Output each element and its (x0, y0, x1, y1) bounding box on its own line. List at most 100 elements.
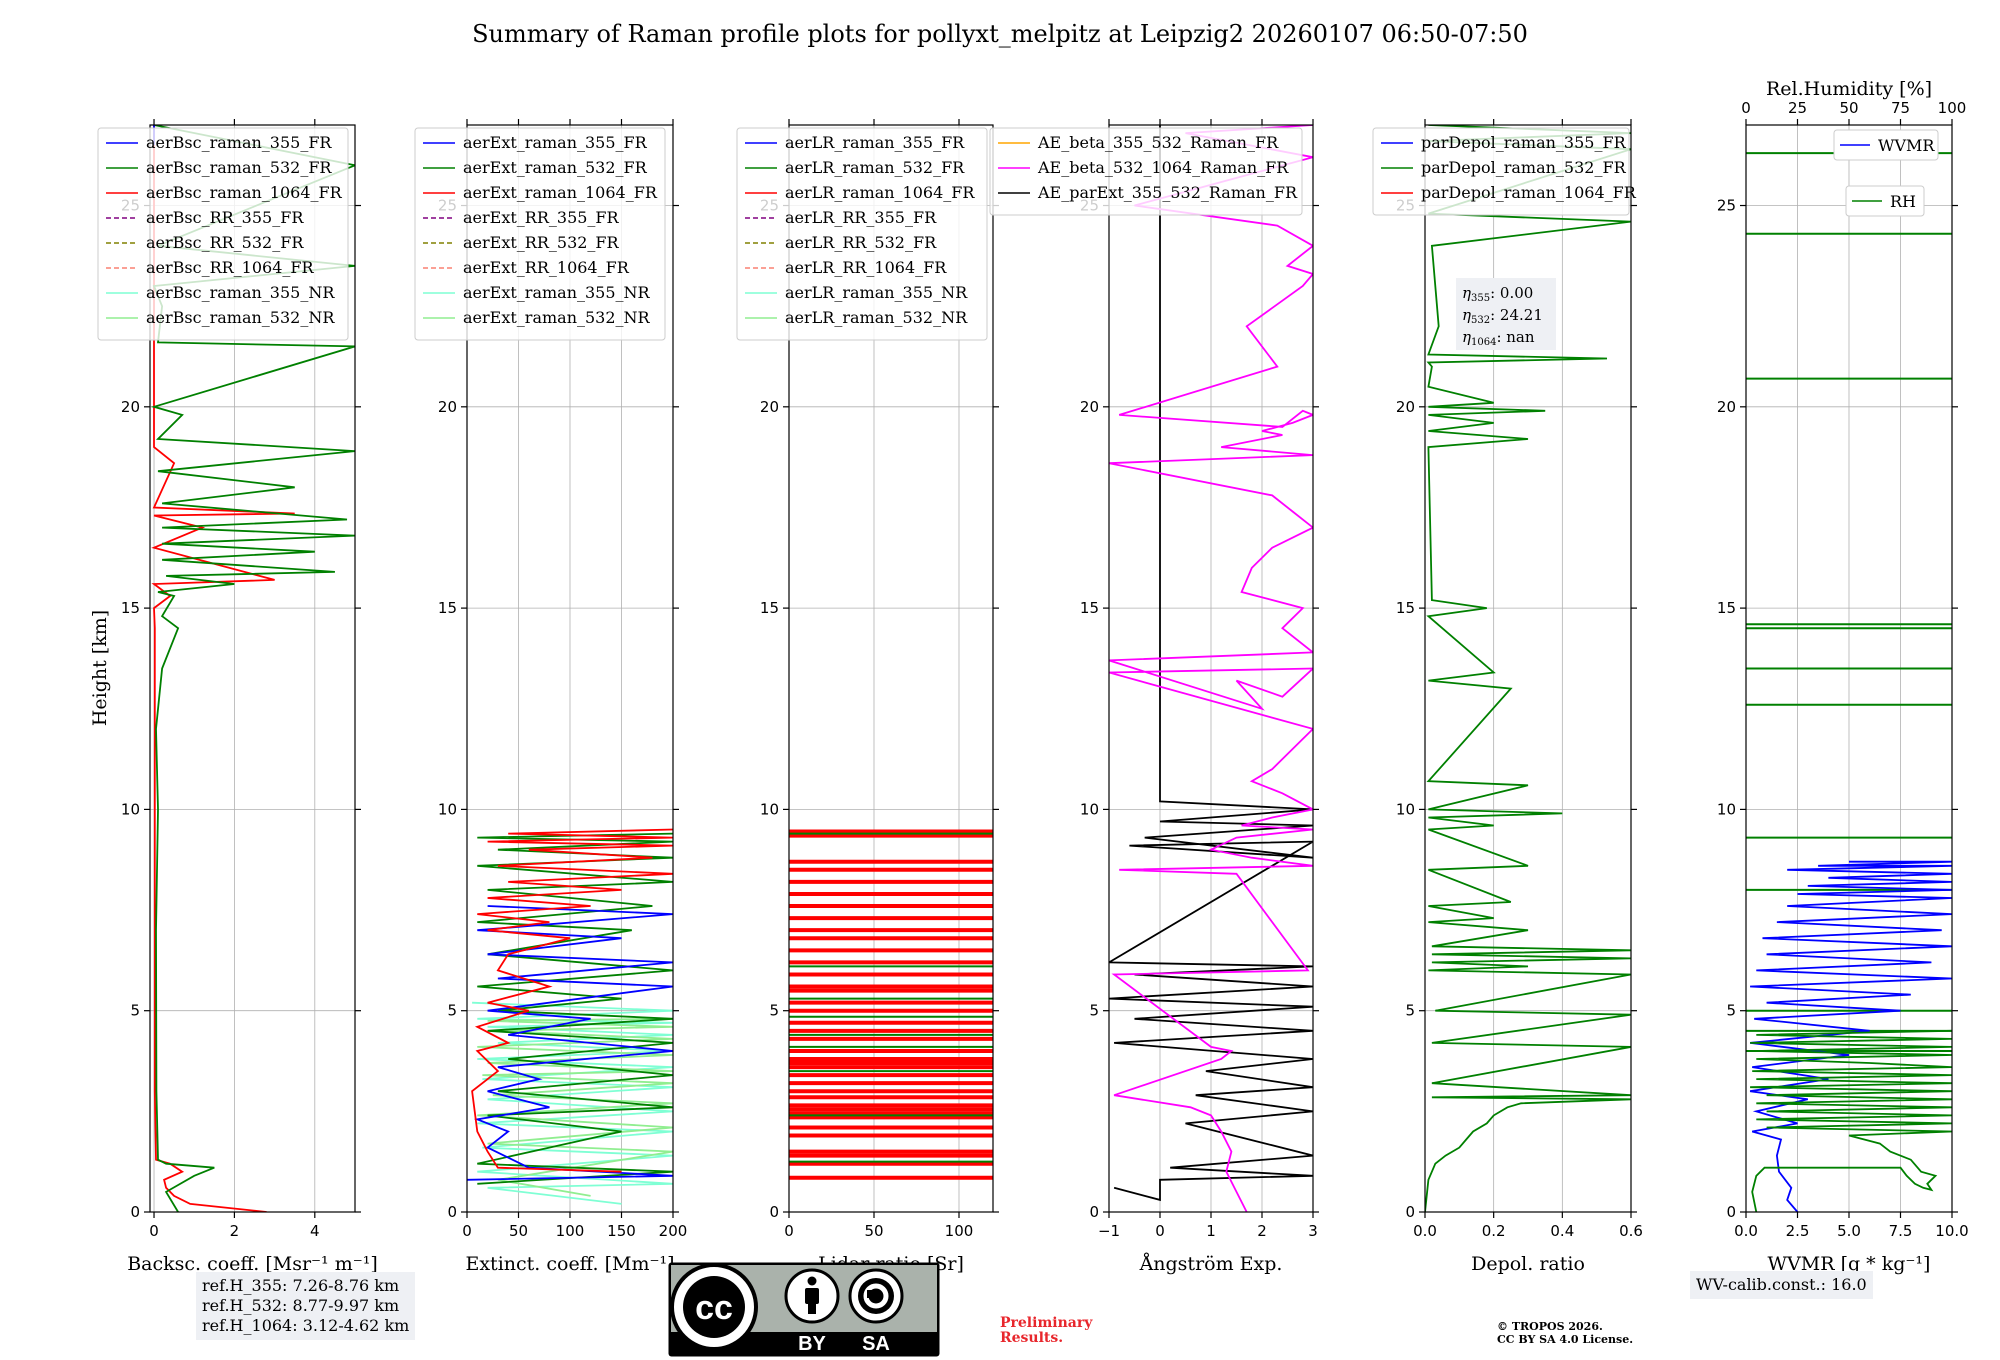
legend-label: aerBsc_RR_355_FR (146, 208, 304, 227)
series-AE_parExt_355_532_Raman_FR (1109, 125, 1313, 1202)
panel-ae: −101230510152025Ångström Exp.AE_beta_355… (989, 119, 1319, 1275)
y-tick-label: 15 (121, 599, 140, 617)
axes-frame (149, 124, 356, 1213)
y-tick-label: 15 (760, 599, 779, 617)
x-axis-label: Ångström Exp. (1139, 1253, 1283, 1275)
sa-icon-gap (867, 1290, 876, 1298)
y-tick-label: 20 (1080, 398, 1099, 416)
legend-label: parDepol_raman_1064_FR (1421, 183, 1637, 202)
x-tick-label: 2 (1257, 1222, 1267, 1240)
data-layer (1109, 125, 1313, 1212)
legend-rh-label: RH (1890, 192, 1916, 211)
series-parDepol_raman_532_FR (1425, 125, 1631, 1212)
x-tick-label: 0 (784, 1222, 794, 1240)
sa-label: SA (862, 1333, 890, 1355)
x-tick-label: 0 (149, 1222, 159, 1240)
legend-label: AE_parExt_355_532_Raman_FR (1037, 183, 1298, 202)
top-tick-label: 25 (1788, 99, 1807, 117)
x-tick-label: 0.4 (1550, 1222, 1574, 1240)
series-WVMR (1749, 860, 1952, 1212)
y-tick-label: 15 (438, 599, 457, 617)
preliminary-line-2: Results. (1000, 1330, 1064, 1346)
panel-bsc: 0240510152025Backsc. coeff. [Msr⁻¹ m⁻¹]a… (97, 119, 378, 1275)
y-axis-label: Height [km] (89, 610, 111, 726)
series-aerExt_raman_355_FR (467, 905, 673, 1181)
legend-label: aerExt_RR_1064_FR (463, 258, 630, 277)
x-axis-label: Backsc. coeff. [Msr⁻¹ m⁻¹] (127, 1253, 378, 1275)
y-tick-label: 10 (438, 800, 457, 818)
legend-label: AE_beta_355_532_Raman_FR (1037, 133, 1279, 152)
y-tick-label: 10 (121, 800, 140, 818)
x-tick-label: 50 (509, 1222, 528, 1240)
copyright-line-1: © TROPOS 2026. (1497, 1320, 1603, 1333)
y-tick-label: 5 (447, 1002, 457, 1020)
data-layer (1425, 125, 1631, 1212)
by-icon-head (807, 1276, 817, 1286)
top-tick-label: 100 (1938, 99, 1967, 117)
legend-label: aerLR_raman_355_FR (785, 133, 965, 152)
legend-label: aerLR_raman_1064_FR (785, 183, 975, 202)
top-tick-label: 50 (1839, 99, 1858, 117)
x-tick-label: 100 (945, 1222, 974, 1240)
x-tick-label: 0 (462, 1222, 472, 1240)
cc-by-sa-badge: cc BY SA (668, 1262, 940, 1357)
legend-label: parDepol_raman_355_FR (1421, 133, 1627, 152)
x-tick-label: 5.0 (1837, 1222, 1861, 1240)
y-tick-label: 20 (121, 398, 140, 416)
top-tick-label: 75 (1891, 99, 1910, 117)
cc-icon-inner (683, 1276, 745, 1338)
y-tick-label: 10 (1396, 800, 1415, 818)
ref-height-1064: ref.H_1064: 3.12-4.62 km (202, 1316, 410, 1335)
eta-annotation: η355: 0.00 (1462, 284, 1533, 304)
ref-height-532: ref.H_532: 8.77-9.97 km (202, 1296, 400, 1315)
x-tick-label: 10.0 (1935, 1222, 1968, 1240)
data-layer (789, 829, 993, 1180)
y-tick-label: 5 (130, 1002, 140, 1020)
legend-wvmr-box (1833, 129, 1939, 161)
series-aerBsc_raman_532_FR (150, 125, 355, 1212)
legend-label: parDepol_raman_532_FR (1421, 158, 1627, 177)
y-tick-label: 0 (130, 1203, 140, 1221)
legend-ext-box (414, 127, 666, 341)
legend-label: aerExt_raman_532_FR (463, 158, 648, 177)
y-tick-label: 20 (760, 398, 779, 416)
legend-depol-box (1372, 127, 1630, 216)
ref-heights-box: ref.H_355: 7.26-8.76 km ref.H_532: 8.77-… (196, 1272, 416, 1340)
y-tick-label: 0 (1405, 1203, 1415, 1221)
legend-label: aerExt_RR_355_FR (463, 208, 620, 227)
legend-label: aerLR_raman_532_FR (785, 158, 965, 177)
x-tick-label: −1 (1098, 1222, 1120, 1240)
y-tick-label: 0 (769, 1203, 779, 1221)
by-label: BY (798, 1333, 826, 1355)
y-tick-label: 25 (1717, 197, 1736, 215)
legend-bsc-box (97, 127, 349, 341)
legend-label: aerLR_RR_532_FR (785, 233, 937, 252)
x-tick-label: 0.0 (1413, 1222, 1437, 1240)
legend-label: aerExt_RR_532_FR (463, 233, 620, 252)
x-tick-label: 50 (864, 1222, 883, 1240)
panel-lr: 0501000510152025Lidar ratio [Sr]aerLR_ra… (736, 119, 999, 1275)
y-tick-label: 15 (1717, 599, 1736, 617)
x-tick-label: 100 (556, 1222, 585, 1240)
y-tick-label: 5 (1726, 1002, 1736, 1020)
top-axis-label: Rel.Humidity [%] (1766, 78, 1932, 100)
eta-annotation: η1064: nan (1462, 328, 1535, 348)
ref-height-355: ref.H_355: 7.26-8.76 km (202, 1276, 400, 1295)
axes-frame (1424, 124, 1632, 1213)
x-tick-label: 2.5 (1786, 1222, 1810, 1240)
y-tick-label: 0 (447, 1203, 457, 1221)
top-tick-label: 0 (1741, 99, 1751, 117)
legend-ae-box (989, 127, 1303, 216)
legend-lr-box (736, 127, 988, 341)
by-icon-legs (808, 1302, 816, 1314)
x-tick-label: 0.2 (1482, 1222, 1506, 1240)
legend-label: aerExt_raman_1064_FR (463, 183, 658, 202)
copyright-note: © TROPOS 2026. CC BY SA 4.0 License. (1497, 1320, 1633, 1346)
panel-ext: 0501001502000510152025Extinct. coeff. [M… (414, 119, 687, 1275)
cc-icon-text: cc (695, 1289, 733, 1327)
y-tick-label: 20 (1396, 398, 1415, 416)
x-axis-label: Extinct. coeff. [Mm⁻¹] (465, 1253, 674, 1275)
preliminary-line-1: Preliminary (1000, 1315, 1093, 1331)
y-tick-label: 0 (1726, 1203, 1736, 1221)
